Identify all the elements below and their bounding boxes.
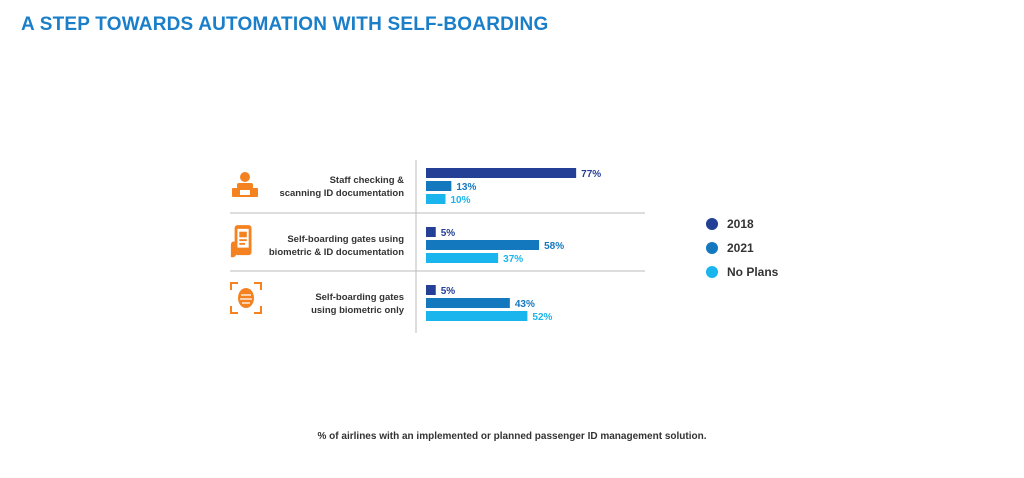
- category-label: using biometric only: [311, 305, 405, 316]
- legend-item: 2018: [706, 212, 778, 236]
- bar-2018: [426, 227, 436, 237]
- legend-swatch: [706, 242, 718, 254]
- chart-title: A STEP TOWARDS AUTOMATION WITH SELF-BOAR…: [21, 14, 549, 35]
- data-label: 58%: [544, 241, 564, 252]
- footnote: % of airlines with an implemented or pla…: [317, 431, 707, 442]
- legend-item: No Plans: [706, 260, 778, 284]
- data-label: 10%: [451, 195, 471, 206]
- legend-label: 2018: [727, 217, 754, 231]
- bar-2018: [426, 285, 436, 295]
- data-label: 5%: [441, 286, 456, 297]
- data-label: 37%: [503, 254, 523, 265]
- data-label: 5%: [441, 228, 456, 239]
- data-label: 77%: [581, 169, 601, 180]
- bar-no-plans: [426, 194, 446, 204]
- face-scan-icon: [230, 282, 262, 314]
- data-label: 13%: [456, 182, 476, 193]
- category-label: scanning ID documentation: [279, 188, 404, 199]
- category-label: Self-boarding gates using: [287, 234, 404, 245]
- category-label: biometric & ID documentation: [269, 247, 404, 258]
- legend-swatch: [706, 266, 718, 278]
- bar-no-plans: [426, 253, 499, 263]
- legend-label: No Plans: [727, 265, 779, 279]
- data-label: 52%: [532, 312, 552, 323]
- bar-2021: [426, 240, 540, 250]
- bar-no-plans: [426, 311, 528, 321]
- category-label: Self-boarding gates: [315, 292, 404, 303]
- legend-item: 2021: [706, 236, 778, 260]
- mobile-id-icon: [230, 225, 252, 258]
- data-label: 43%: [515, 299, 535, 310]
- bar-2021: [426, 298, 510, 308]
- bar-2021: [426, 181, 452, 191]
- legend: 2018 2021 No Plans: [706, 212, 778, 284]
- bar-2018: [426, 168, 577, 178]
- staff-icon: [232, 172, 258, 197]
- legend-swatch: [706, 218, 718, 230]
- legend-label: 2021: [727, 241, 754, 255]
- category-label: Staff checking &: [330, 175, 405, 186]
